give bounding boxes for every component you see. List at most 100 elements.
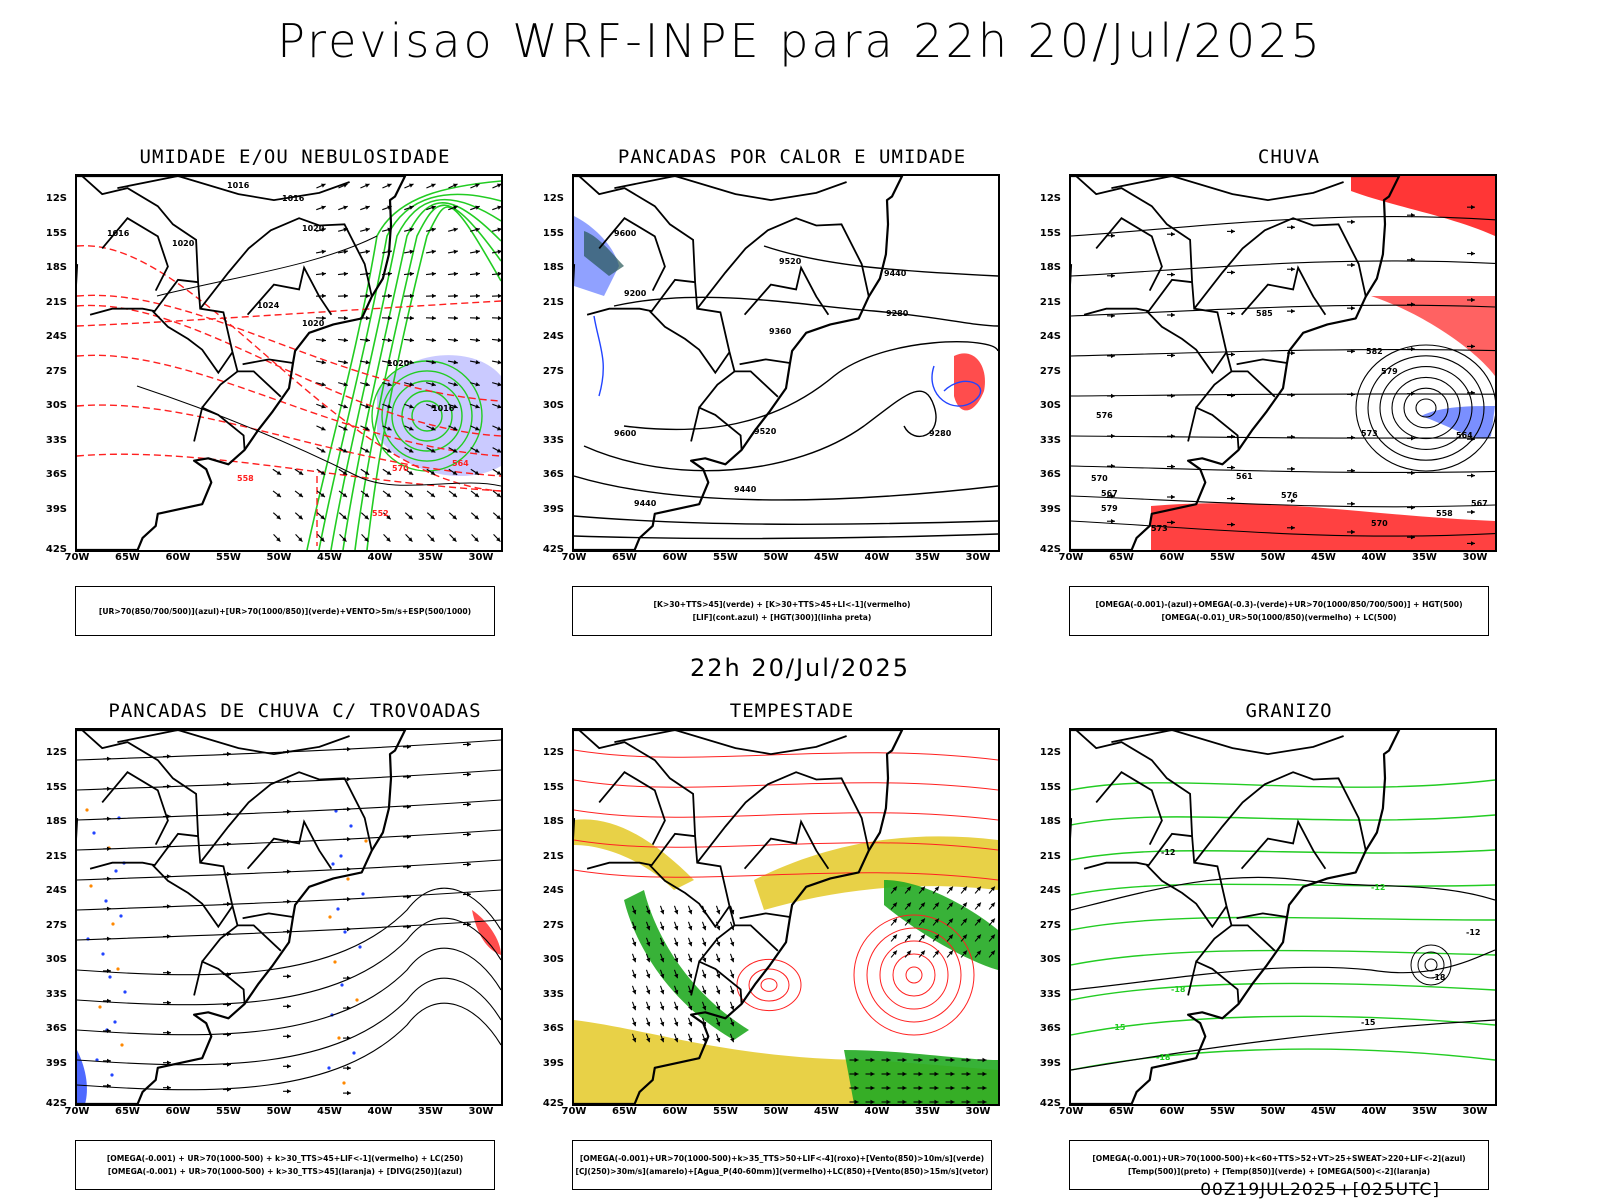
lon-tick-label: 70W [561, 1106, 587, 1117]
streamline-arrow [342, 807, 352, 812]
lat-tick-label: 12S [1039, 193, 1061, 204]
wind-vector [960, 934, 968, 942]
wind-vector [448, 205, 458, 211]
wind-vector [426, 382, 436, 387]
lat-tick-label: 27S [45, 365, 67, 377]
lat-tick-label: 24S [45, 331, 67, 342]
wind-vector [659, 921, 665, 931]
wind-vector [447, 315, 459, 321]
wind-vector [645, 985, 651, 995]
wind-vector [929, 1099, 939, 1104]
wind-vector [491, 360, 501, 365]
legend-line-1: [OMEGA(-0.001)-(azul)+OMEGA(-0.3)-(verde… [1095, 600, 1463, 609]
contour-label: 1020 [172, 239, 195, 248]
contour-label: 567 [1101, 489, 1118, 498]
rain-red-area [1351, 176, 1495, 236]
streamline-arrow [1407, 302, 1415, 307]
streamline-arrow [282, 899, 292, 904]
lon-tick-label: 55W [713, 1106, 738, 1117]
legend-line-1: [OMEGA(-0.001)+UR>70(1000-500)+k<60+TTS>… [1092, 1154, 1466, 1163]
wind-vector [470, 382, 480, 387]
lon-tick-label: 60W [1159, 1106, 1185, 1117]
streamline-arrow [1227, 270, 1235, 275]
streamline-arrow [222, 751, 232, 757]
lon-tick-label: 50W [1260, 1106, 1286, 1117]
convective-dot [364, 839, 368, 843]
wind-vector [316, 227, 326, 232]
lat-tick-label: 27S [1039, 365, 1061, 377]
hgt-contour [574, 475, 998, 501]
wind-vector [492, 490, 501, 498]
lat-tick-label: 27S [542, 919, 564, 931]
contour-label: 570 [1091, 474, 1108, 483]
wind-vector [491, 315, 501, 321]
lc-red-ring [905, 966, 923, 984]
lon-tick-label: 45W [814, 552, 839, 563]
border-line [193, 960, 246, 1004]
contour-label: 576 [1096, 411, 1113, 420]
contour-label: 1016 [282, 194, 305, 203]
wind-vector [659, 969, 665, 979]
border-line [598, 217, 666, 292]
wind-vector [426, 512, 436, 520]
wind-vector [448, 382, 458, 387]
temp850-green-contour [1071, 779, 1495, 791]
temp850-green-contour [1071, 814, 1495, 826]
legend-box: [OMEGA(-0.001) + UR>70(1000-500) + k>30_… [75, 1140, 495, 1190]
wind-vector [729, 969, 735, 979]
wind-vector [932, 934, 940, 942]
streamline-arrow [102, 786, 112, 791]
weather-map: 9600 9520 9440 9360 9280 9200 9600 9520 9440 9440… [574, 176, 998, 550]
streamline-arrow [1107, 313, 1115, 319]
contour-label: 9360 [769, 327, 792, 336]
lon-tick-label: 45W [317, 552, 342, 563]
streamline-arrow [1107, 273, 1115, 278]
wind-vector [645, 937, 651, 947]
lat-tick-label: 15S [1039, 227, 1061, 239]
streamline-arrow [1167, 434, 1175, 439]
coastline [77, 176, 407, 550]
wind-vector [491, 271, 501, 277]
middle-date-label: 22h 20/Jul/2025 [689, 654, 911, 682]
wind-vector [316, 205, 326, 211]
wind-vector [890, 902, 898, 910]
wind-vector [359, 249, 371, 254]
wind-vector [645, 1033, 651, 1043]
lat-tick-label: 15S [45, 781, 67, 793]
wind-vector [918, 886, 926, 894]
streamline-arrow [402, 834, 412, 839]
panel-title: GRANIZO [1245, 700, 1333, 722]
wind-vector [673, 953, 679, 963]
temp500-contour [1071, 949, 1495, 991]
thunder-red-area [472, 910, 501, 955]
wind-vector [645, 1017, 651, 1027]
lat-tick-label: 18S [542, 816, 564, 827]
streamline-arrow [222, 781, 232, 787]
panel-title: TEMPESTADE [729, 700, 855, 722]
contour-label: 576 [1281, 491, 1298, 500]
lc-red-contour [574, 749, 998, 761]
wind-vector [960, 950, 968, 958]
streamline-arrow [163, 970, 171, 975]
temp850-green-contour [1071, 949, 1495, 966]
contour-label: 9600 [614, 229, 637, 238]
map-frame: 9600 9520 9440 9360 9280 9200 9600 9520 9440 9440… [572, 174, 1000, 552]
wind-vector [645, 921, 651, 931]
streamline-arrow [282, 779, 292, 784]
streamline-arrow [103, 968, 111, 974]
streamline-arrow [462, 772, 472, 777]
wind-vector [687, 905, 693, 915]
wind-vector [491, 249, 501, 254]
wind-vector [337, 249, 349, 254]
wind-vector [316, 490, 326, 498]
streamline-arrow [1227, 311, 1235, 316]
border-line [1146, 310, 1228, 375]
border-line [237, 924, 282, 952]
wind-vector [448, 468, 458, 476]
wind-vector [360, 425, 370, 431]
border-line [598, 771, 666, 846]
lon-tick-label: 55W [216, 1106, 241, 1117]
wind-vector [946, 886, 954, 894]
lon-tick-label: 35W [418, 1106, 443, 1117]
streamline-arrow [402, 924, 412, 929]
